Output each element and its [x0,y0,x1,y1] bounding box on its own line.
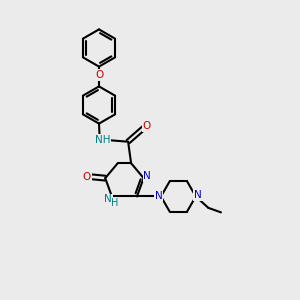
Text: N: N [194,190,202,200]
Text: N: N [104,194,112,205]
Text: NH: NH [95,135,110,145]
Text: N: N [155,191,162,202]
Text: N: N [143,171,151,181]
Text: O: O [143,121,151,131]
Text: O: O [82,172,91,182]
Text: O: O [95,70,103,80]
Text: H: H [111,198,118,208]
